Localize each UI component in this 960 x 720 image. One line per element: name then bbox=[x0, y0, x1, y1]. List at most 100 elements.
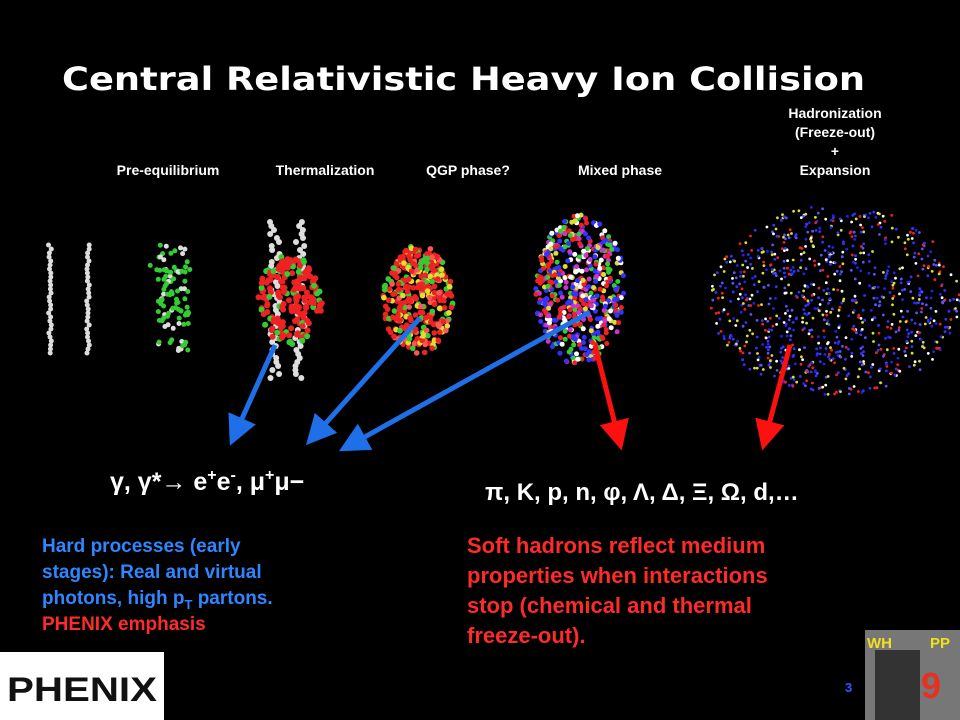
workshop-logo: WH PP 9 bbox=[865, 630, 960, 720]
particle bbox=[830, 348, 833, 352]
particle bbox=[280, 332, 287, 339]
particle bbox=[444, 291, 451, 297]
particle bbox=[293, 331, 300, 338]
particle bbox=[297, 274, 304, 281]
particle bbox=[775, 359, 778, 363]
particle bbox=[741, 263, 745, 267]
particle bbox=[872, 272, 876, 276]
particle bbox=[791, 355, 795, 358]
particle bbox=[592, 254, 598, 260]
particle bbox=[868, 284, 871, 288]
particle bbox=[613, 287, 619, 292]
particle bbox=[874, 216, 878, 219]
particle bbox=[743, 344, 747, 348]
particle bbox=[821, 235, 825, 239]
particle bbox=[714, 311, 718, 315]
particle bbox=[784, 380, 787, 384]
particle bbox=[944, 325, 947, 329]
particle bbox=[85, 330, 91, 336]
particle bbox=[84, 298, 90, 304]
particle bbox=[743, 307, 747, 311]
particle bbox=[422, 272, 429, 279]
particle bbox=[567, 307, 573, 313]
particle bbox=[764, 317, 767, 321]
particle bbox=[913, 251, 917, 255]
particle bbox=[440, 318, 447, 325]
particle bbox=[858, 367, 861, 371]
particle bbox=[753, 275, 757, 278]
particle bbox=[802, 251, 806, 255]
particle bbox=[808, 329, 812, 332]
particle bbox=[831, 357, 835, 361]
particle bbox=[161, 286, 167, 292]
particle bbox=[799, 216, 803, 220]
particle bbox=[271, 227, 277, 233]
particle bbox=[746, 266, 749, 269]
particle bbox=[757, 280, 761, 283]
particle bbox=[821, 313, 825, 317]
particle bbox=[300, 251, 307, 257]
particle bbox=[942, 265, 945, 268]
particle bbox=[583, 297, 589, 303]
particle bbox=[904, 247, 907, 251]
particle bbox=[803, 327, 806, 330]
particle bbox=[768, 345, 772, 349]
particle bbox=[883, 287, 886, 290]
particle bbox=[735, 285, 739, 289]
particle bbox=[47, 318, 53, 324]
particle bbox=[903, 241, 907, 245]
particle bbox=[586, 235, 592, 241]
particle bbox=[926, 254, 930, 258]
particle bbox=[802, 289, 805, 293]
particle bbox=[861, 246, 865, 250]
particle bbox=[592, 268, 598, 274]
particle bbox=[784, 324, 788, 328]
particle bbox=[856, 375, 860, 379]
particle bbox=[933, 278, 937, 281]
particle bbox=[821, 298, 824, 302]
particle bbox=[938, 322, 942, 326]
particle bbox=[863, 318, 866, 322]
particle bbox=[600, 335, 606, 341]
particle bbox=[549, 230, 555, 236]
particle bbox=[591, 285, 597, 291]
particle bbox=[860, 245, 863, 248]
particle bbox=[621, 290, 626, 296]
particle bbox=[817, 341, 820, 345]
particle bbox=[869, 375, 872, 379]
particle bbox=[901, 315, 905, 319]
particle bbox=[187, 267, 193, 272]
stage-label: Hadronization bbox=[788, 105, 881, 121]
particle bbox=[787, 272, 791, 276]
particle bbox=[858, 360, 862, 364]
particle bbox=[904, 320, 908, 324]
particle bbox=[292, 371, 299, 377]
particle bbox=[289, 270, 296, 277]
particle bbox=[722, 337, 726, 340]
particle bbox=[84, 350, 90, 356]
particle bbox=[801, 320, 804, 324]
particle bbox=[562, 231, 568, 237]
particle bbox=[185, 289, 191, 294]
particle bbox=[823, 249, 827, 252]
particle bbox=[582, 306, 588, 312]
particle bbox=[942, 299, 946, 303]
particle bbox=[938, 270, 942, 273]
particle bbox=[839, 390, 842, 393]
particle bbox=[587, 317, 593, 322]
particle bbox=[946, 325, 950, 329]
particle bbox=[930, 289, 934, 293]
particle bbox=[784, 216, 788, 220]
particle bbox=[772, 272, 775, 275]
particle bbox=[791, 266, 795, 269]
particle bbox=[792, 328, 795, 332]
particle bbox=[163, 243, 169, 249]
particle bbox=[276, 371, 283, 377]
particle bbox=[894, 276, 897, 280]
particle bbox=[861, 321, 864, 324]
particle bbox=[782, 259, 786, 263]
particle bbox=[955, 298, 959, 302]
particle bbox=[840, 301, 844, 305]
particle bbox=[47, 346, 53, 352]
particle bbox=[787, 327, 791, 331]
